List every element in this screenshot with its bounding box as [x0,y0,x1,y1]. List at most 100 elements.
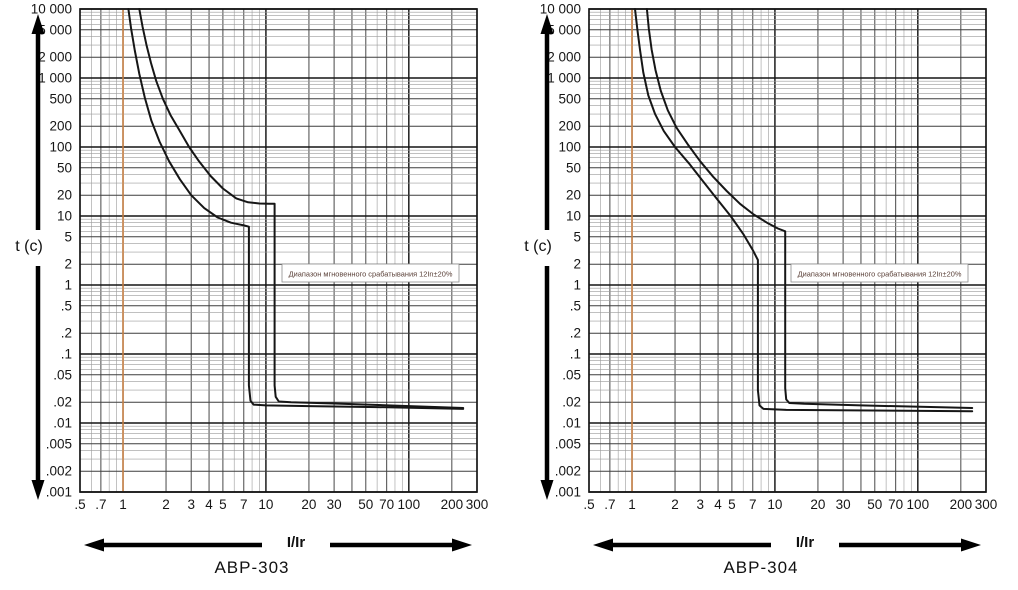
x-tick-label: .7 [604,497,615,512]
x-tick-label: 7 [240,497,248,512]
y-tick-label: .02 [53,395,72,410]
x-axis-arrowhead-left [593,538,613,552]
y-tick-label: 10 [57,209,72,224]
x-axis-label: I/Ir [286,534,306,551]
annotation-text: Диапазон мгновенного срабатывания 12In±2… [289,270,453,279]
x-tick-label: 300 [975,497,998,512]
x-tick-label: 20 [301,497,316,512]
x-tick-label: 2 [671,497,679,512]
x-tick-label: 100 [907,497,930,512]
y-tick-label: .01 [562,416,581,431]
x-tick-label: 1 [628,497,636,512]
trip-min-trip-curve [634,8,974,413]
y-axis-arrowhead-down [31,480,45,500]
x-tick-label: 3 [187,497,195,512]
annotation-text: Диапазон мгновенного срабатывания 12In±2… [798,270,962,279]
y-tick-label: 5 [64,229,72,244]
y-tick-label: 50 [57,160,72,175]
y-tick-label: 2 [64,257,72,272]
avr-303-plot: 10 000 5 000 2 000 1 000 500 200 100 50 20 10 5 2 1.… [31,2,489,552]
trip-max-trip-curve [138,8,465,409]
annotation-box [790,263,969,283]
y-axis-arrowhead-up [540,14,554,34]
plot-border [588,8,987,493]
y-tick-label: .02 [562,395,581,410]
x-tick-label: 5 [219,497,227,512]
y-tick-label: .5 [61,298,72,313]
y-tick-label: 200 [49,119,72,134]
y-axis-arrowhead-up [31,14,45,34]
x-tick-label: 20 [810,497,825,512]
x-tick-label: 30 [327,497,342,512]
chart-title-avr-303: АВР-303 [214,558,290,577]
y-tick-label: .001 [555,485,581,500]
y-tick-label: 100 [49,140,72,155]
x-tick-label: 50 [358,497,373,512]
y-axis-label: t (c) [524,238,552,255]
plot-border [79,8,478,493]
y-tick-label: 10 000 [540,2,581,17]
trip-min-trip-curve [127,8,465,410]
x-tick-label: 50 [867,497,882,512]
x-axis-label: I/Ir [795,534,815,551]
x-tick-label: 300 [466,497,489,512]
x-tick-label: 30 [836,497,851,512]
x-axis-arrowhead-right [961,538,981,552]
x-tick-label: .5 [74,497,85,512]
y-tick-label: 1 [573,278,581,293]
x-tick-label: 10 [767,497,782,512]
avr-304-plot: 10 000 5 000 2 000 1 000 500 200 100 50 20 10 5 2 1.… [540,2,998,552]
y-tick-label: 500 [558,91,581,106]
y-tick-label: 1 000 [547,71,581,86]
y-tick-label: 10 [566,209,581,224]
x-tick-label: 10 [258,497,273,512]
y-tick-label: 1 000 [38,71,72,86]
annotation-box [281,263,460,283]
x-tick-label: 200 [950,497,973,512]
x-tick-label: 4 [205,497,213,512]
x-tick-label: 1 [119,497,127,512]
y-tick-label: 20 [566,188,581,203]
x-axis-arrowhead-right [452,538,472,552]
y-tick-label: .2 [570,326,581,341]
x-tick-label: 7 [749,497,757,512]
x-tick-label: 3 [696,497,704,512]
y-tick-label: .005 [46,436,72,451]
y-tick-label: 5 000 [38,22,72,37]
x-tick-label: 200 [441,497,464,512]
y-tick-label: 2 000 [38,50,72,65]
chart-panel-avr-304: 10 000 5 000 2 000 1 000 500 200 100 50 20 10 5 2 1.… [509,0,1018,590]
trip-max-trip-curve [645,8,974,409]
chart-title-avr-304: АВР-304 [723,558,799,577]
x-tick-label: 100 [398,497,421,512]
y-tick-label: .05 [562,367,581,382]
y-tick-label: .002 [46,464,72,479]
y-tick-label: 2 000 [547,50,581,65]
x-tick-label: .5 [583,497,594,512]
y-tick-label: 500 [49,91,72,106]
y-tick-label: .5 [570,298,581,313]
x-axis-arrowhead-left [84,538,104,552]
y-tick-label: 2 [573,257,581,272]
x-tick-label: 70 [379,497,394,512]
y-tick-label: 5 [573,229,581,244]
y-tick-label: .2 [61,326,72,341]
y-tick-label: .002 [555,464,581,479]
y-tick-label: 10 000 [31,2,72,17]
x-tick-label: .7 [95,497,106,512]
x-tick-label: 5 [728,497,736,512]
y-tick-label: 200 [558,119,581,134]
x-tick-label: 70 [888,497,903,512]
y-tick-label: .1 [61,347,72,362]
y-axis-arrowhead-down [540,480,554,500]
y-tick-label: .001 [46,485,72,500]
x-tick-label: 2 [162,497,170,512]
y-tick-label: 1 [64,278,72,293]
y-tick-label: 100 [558,140,581,155]
y-tick-label: .01 [53,416,72,431]
y-tick-label: 5 000 [547,22,581,37]
x-tick-label: 4 [714,497,722,512]
y-tick-label: .1 [570,347,581,362]
y-axis-label: t (c) [15,238,43,255]
